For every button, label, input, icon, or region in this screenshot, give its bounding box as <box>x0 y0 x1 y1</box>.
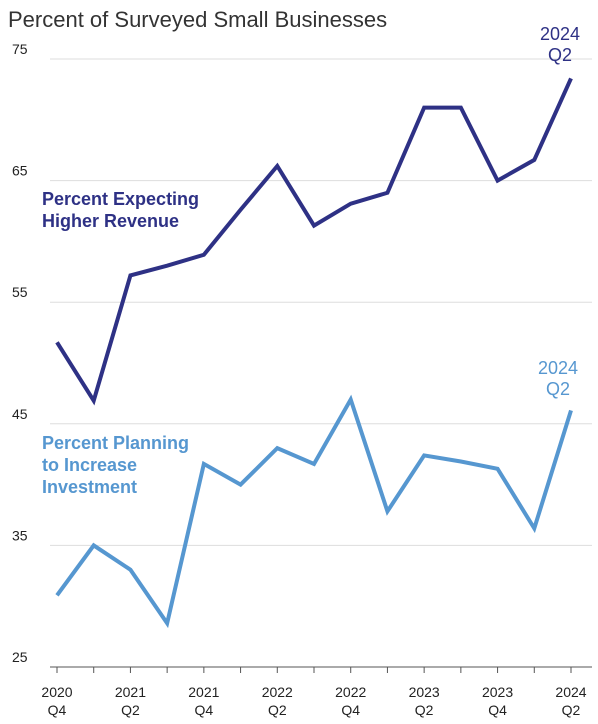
y-tick-label: 45 <box>12 406 28 422</box>
x-tick-label: 2021 Q4 <box>188 684 219 718</box>
line <box>55 77 573 406</box>
series-label: Percent Expecting Higher Revenue <box>42 189 199 231</box>
x-tick-label: 2020 Q4 <box>41 684 72 718</box>
line <box>55 394 573 629</box>
x-tick-label: 2021 Q2 <box>115 684 146 718</box>
end-label: 2024 Q2 <box>538 358 578 399</box>
x-tick-label: 2024 Q2 <box>555 684 586 718</box>
x-tick-label: 2022 Q4 <box>335 684 366 718</box>
x-tick-label: 2022 Q2 <box>262 684 293 718</box>
y-tick-label: 35 <box>12 527 28 543</box>
y-tick-label: 65 <box>12 163 28 179</box>
x-tick-label: 2023 Q2 <box>409 684 440 718</box>
y-tick-label: 55 <box>12 284 28 300</box>
y-tick-label: 25 <box>12 649 28 665</box>
y-tick-label: 75 <box>12 41 28 57</box>
series-label: Percent Planning to Increase Investment <box>42 433 189 497</box>
end-label: 2024 Q2 <box>540 24 580 65</box>
chart-title: Percent of Surveyed Small Businesses <box>8 7 387 32</box>
x-tick-label: 2023 Q4 <box>482 684 513 718</box>
